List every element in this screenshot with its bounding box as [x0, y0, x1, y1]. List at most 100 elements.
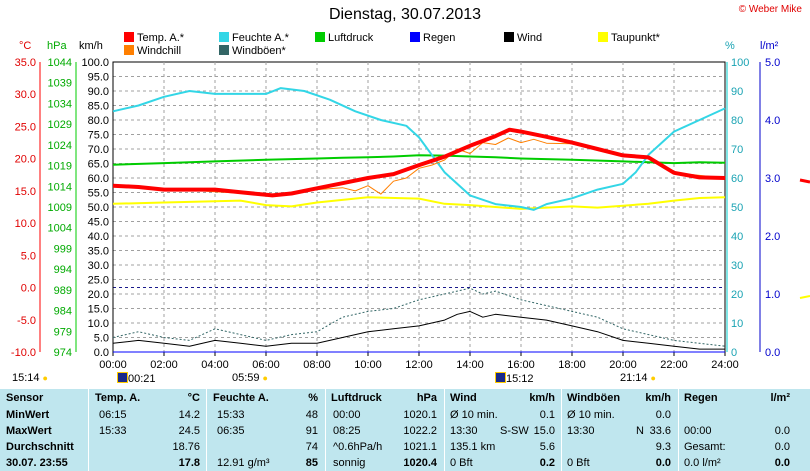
stats-cell-t-val: 14.2 [178, 409, 200, 421]
temp-tick-label: 15.0 [15, 186, 36, 198]
stats-cell-p-val: 1021.1 [403, 441, 437, 453]
pressure-tick-label: 994 [54, 264, 72, 276]
column-divider [325, 389, 326, 471]
stats-cell-h-val: 91 [305, 425, 318, 437]
wind-tick-label: 25.0 [88, 275, 109, 287]
stats-cell-h-time: 12.91 g/m³ [217, 457, 270, 469]
sun-icon: ● [650, 373, 656, 383]
stats-cell-w-time: 135.1 km [450, 441, 496, 453]
time-tick-label: 14:00 [456, 359, 484, 371]
stats-cell-h-time: 06:35 [217, 425, 245, 437]
rain-tick-label: 4.0 [765, 115, 780, 127]
stats-cell-w-dir: S-SW [500, 425, 529, 437]
time-tick-label: 22:00 [660, 359, 688, 371]
stats-cell-label: Durchschnitt [6, 441, 74, 453]
stats-table: Sensor Temp. A. °C Feuchte A. % Luftdruc… [0, 389, 810, 471]
legend-windchill: Windchill [124, 45, 181, 57]
legend-label: Wind [517, 32, 543, 44]
temp-tick-label: 5.0 [21, 250, 36, 262]
stats-cell-w-val: 5.6 [539, 441, 555, 453]
series-feuchte-a [112, 87, 726, 211]
pressure-tick-label: 1034 [48, 98, 72, 110]
chart-title: Dienstag, 30.07.2013 [328, 6, 482, 23]
header-wind-unit: km/h [529, 392, 555, 404]
stats-cell-p-val: 1020.1 [403, 409, 437, 421]
pressure-tick-label: 1039 [48, 78, 72, 90]
time-tick-label: 00:00 [99, 359, 127, 371]
temp-tick-label: 25.0 [15, 121, 36, 133]
header-temp-unit: °C [187, 392, 200, 404]
temp-tick-label: 0.0 [21, 283, 36, 295]
sunmarker-d: 15:12 [495, 372, 534, 385]
stats-cell-p-val: 1022.2 [403, 425, 437, 437]
stats-cell-g-val: 0.0 [655, 409, 671, 421]
unit-pressure: hPa [47, 40, 67, 52]
humidity-tick-label: 80 [731, 115, 743, 127]
stats-cell-g-time: 13:30 [567, 425, 595, 437]
wind-tick-label: 45.0 [88, 217, 109, 229]
stats-cell-w-time: 0 Bft [450, 457, 473, 469]
stats-cell-t-time: 15:33 [99, 425, 127, 437]
legend-swatch-icon [504, 32, 514, 42]
header-humidity: Feuchte A. [213, 392, 269, 404]
stats-cell-h-val: 74 [305, 441, 318, 453]
stats-cell-h-val: 85 [305, 457, 318, 469]
header-gusts-unit: km/h [645, 392, 671, 404]
time-tick-label: 20:00 [609, 359, 637, 371]
temp-tick-label: 20.0 [15, 154, 36, 166]
stats-cell-g-val: 9.3 [655, 441, 671, 453]
legend-swatch-icon [124, 32, 134, 42]
sunmarker-label: 15:14 [12, 372, 40, 384]
unit-wind: km/h [79, 40, 103, 52]
credit-text[interactable]: © Weber Mike [738, 4, 802, 15]
legend-pressure: Luftdruck [315, 32, 373, 44]
stats-cell-g-time: Ø 10 min. [567, 409, 615, 421]
column-divider [444, 389, 445, 471]
sunmarker-label: 00:21 [128, 373, 156, 385]
temp-tick-label: 35.0 [15, 57, 36, 69]
pressure-tick-label: 1004 [48, 223, 72, 235]
series-temp-a [112, 127, 726, 198]
header-temp: Temp. A. [95, 392, 141, 404]
stats-cell-g-dir: N [636, 425, 644, 437]
unit-humidity: % [725, 40, 735, 52]
time-tick-label: 18:00 [558, 359, 586, 371]
stats-cell-w-time: 13:30 [450, 425, 478, 437]
pressure-tick-label: 1014 [48, 181, 72, 193]
time-tick-label: 06:00 [252, 359, 280, 371]
wind-tick-label: 20.0 [88, 289, 109, 301]
wind-tick-label: 30.0 [88, 260, 109, 272]
pressure-tick-label: 999 [54, 243, 72, 255]
sunset-icon [495, 372, 506, 383]
sunmarker-c: 05:59 ● [232, 372, 268, 384]
humidity-tick-label: 50 [731, 202, 743, 214]
stats-cell-p-time: sonnig [333, 457, 366, 469]
legend-label: Temp. A.* [137, 32, 185, 44]
wind-tick-label: 80.0 [88, 115, 109, 127]
rain-tick-label: 0.0 [765, 347, 780, 359]
stats-cell-g-val: 33.6 [649, 425, 671, 437]
legend-swatch-icon [219, 32, 229, 42]
wind-tick-label: 100.0 [81, 57, 109, 69]
stats-cell-label: MaxWert [6, 425, 52, 437]
stats-cell-r-val: 0.0 [774, 441, 790, 453]
series-wind [112, 310, 725, 350]
legend-label: Feuchte A.* [232, 32, 289, 44]
temp-tick-label: 30.0 [15, 89, 36, 101]
rain-tick-label: 2.0 [765, 231, 780, 243]
header-pressure-unit: hPa [416, 392, 437, 404]
wind-tick-label: 90.0 [88, 86, 109, 98]
edge-temp-stub [799, 178, 810, 184]
legend-label: Regen [423, 32, 456, 44]
weather-chart: 35.0 30.0 25.0 20.0 15.0 10.0 5.0 0.0 -5.0 -10.0 1… [11, 57, 810, 371]
time-tick-label: 10:00 [354, 359, 382, 371]
stats-cell-r-time: Gesamt: [684, 441, 726, 453]
wind-tick-label: 65.0 [88, 159, 109, 171]
wind-tick-label: 40.0 [88, 231, 109, 243]
legend-label: Taupunkt* [611, 32, 660, 44]
legend-label: Windchill [137, 45, 182, 57]
stats-cell-w-val: 0.1 [539, 409, 555, 421]
header-rain-unit: l/m² [770, 392, 790, 404]
stats-cell-w-val: 15.0 [533, 425, 555, 437]
legend-rain: Regen [410, 32, 455, 44]
